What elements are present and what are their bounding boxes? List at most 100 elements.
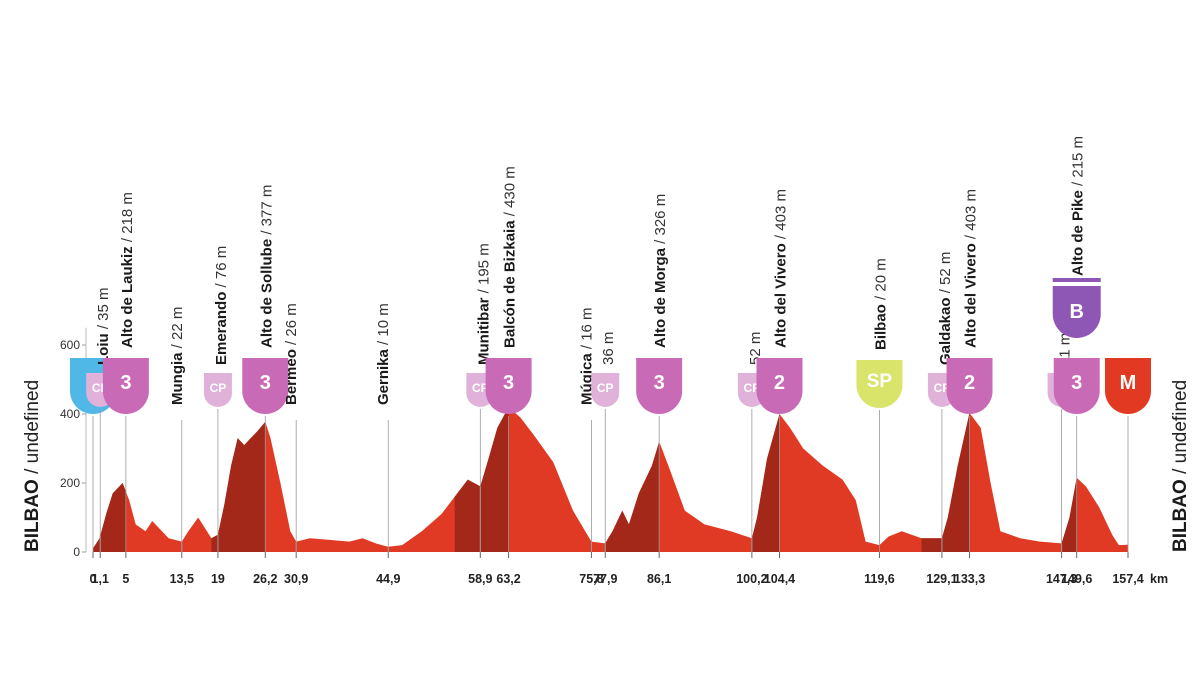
waypoint-label: Alto del Vivero / 403 m [772,189,789,348]
waypoint-name: Bilbao [872,304,889,350]
waypoint-label: Mungia / 22 m [169,307,186,405]
climb-badge-label: 3 [120,372,131,394]
waypoint-label: Loiu / 35 m [95,287,112,365]
waypoint-altitude: / 218 m [119,192,136,246]
km-label: 26,2 [253,572,277,586]
km-label: 63,2 [496,572,520,586]
waypoint-name: Alto de Sollube [258,239,275,348]
bonus-badge-label: B [1069,301,1083,323]
km-label: 13,5 [170,572,194,586]
waypoint-altitude: / 326 m [652,194,669,248]
waypoint-label: 11 m [1057,333,1074,365]
waypoint-label: Múgica / 16 m [578,307,595,405]
waypoint-label: 52 m [747,332,764,365]
waypoint-label: 36 m [600,332,617,365]
km-label: 86,1 [647,572,671,586]
climb-badge [636,358,683,414]
waypoint-name: Alto de Laukiz [119,246,136,348]
waypoint-altitude: / 52 m [937,252,954,298]
waypoint-altitude: / 195 m [475,243,492,297]
waypoint-name: Loiu [95,333,112,365]
cp-badge-label: CP [744,381,761,395]
waypoint-altitude: / 403 m [963,189,980,243]
cp-badge-label: CP [472,381,489,395]
waypoint-name: Alto del Vivero [772,243,789,348]
climb-shade [211,421,266,552]
cp-badge-label: CP [597,381,614,395]
km-label: 30,9 [284,572,308,586]
cp-badge-label: CP [210,381,227,395]
finish-badge-label: M [1120,372,1137,394]
waypoint-name: Alto del Vivero [963,243,980,348]
start-label: BILBAO / undefined [22,380,43,552]
profile-area [93,407,1128,552]
climb-badge [485,358,532,414]
km-label: 147,3 [1046,572,1077,586]
waypoint-label: Emerando / 76 m [213,246,230,365]
climb-shade [605,441,660,552]
km-label: 100,2 [736,572,767,586]
climb-shade [751,414,780,552]
climb-badge [242,358,289,414]
climb-badge [946,358,993,414]
waypoint-name: Mungia [169,352,186,405]
waypoint-label: Alto de Morga / 326 m [652,194,669,348]
y-tick-label: 400 [60,407,80,421]
waypoint-altitude: / 76 m [213,246,230,292]
bonus-badge-band [1052,278,1101,282]
climb-shade [1061,477,1077,552]
climb-shade [93,483,126,552]
finish-badge [1105,358,1151,414]
waypoint-label: Gernika / 10 m [375,303,392,405]
km-unit-label: km [1150,572,1168,586]
waypoint-altitude: / 35 m [95,287,112,333]
waypoint-label: Alto de Pike / 215 m [1070,136,1087,276]
badge-shape [591,373,620,408]
waypoint-label: Bilbao / 20 m [872,258,889,350]
cp-badge [591,373,620,408]
badge-shape [946,358,993,414]
badge-shape [756,358,803,414]
waypoint-altitude: / 377 m [258,185,275,239]
climb-badge-label: 3 [260,372,271,394]
cp-badge-label: CP [934,381,951,395]
waypoint-name: Galdakao [937,297,954,365]
finish-label: BILBAO / undefined [1170,380,1191,552]
badge-shape [203,373,232,408]
km-label: 129,1 [926,572,957,586]
waypoint-altitude: 11 m [1057,333,1074,365]
km-label: 119,6 [864,572,895,586]
km-label: 1,1 [92,572,109,586]
climb-badge [1053,358,1100,414]
km-label: 44,9 [376,572,400,586]
badge-shape [856,360,903,408]
sprint-badge-label: SP [867,371,893,392]
badge-shape [1052,286,1101,338]
waypoint-name: Gernika [375,348,392,405]
climb-badge-label: 3 [654,372,665,394]
badge-shape [1053,358,1100,414]
climb-shade [454,407,509,552]
waypoint-label: Balcón de Bizkaia / 430 m [502,166,519,348]
badge-shape [485,358,532,414]
waypoint-altitude: / 16 m [578,307,595,353]
badge-shape [1105,358,1151,414]
km-label: 5 [122,572,129,586]
waypoint-altitude: 52 m [747,332,764,365]
climb-badge-label: 3 [1071,372,1082,394]
waypoint-label: Galdakao / 52 m [937,252,954,365]
waypoint-altitude: / 430 m [502,166,519,220]
waypoint-altitude: 36 m [600,332,617,365]
waypoint-name: Munitibar [475,297,492,365]
km-label: 0 [90,572,97,586]
waypoint-name: Bermeo [283,349,300,405]
km-label: 157,4 [1112,572,1143,586]
waypoint-label: Alto de Laukiz / 218 m [119,192,136,348]
km-label: 149,6 [1061,572,1092,586]
cp-badge [203,373,232,408]
waypoint-altitude: / 215 m [1070,136,1087,190]
waypoint-name: Múgica [578,353,595,405]
waypoint-altitude: / 22 m [169,307,186,353]
y-tick-label: 200 [60,476,80,490]
